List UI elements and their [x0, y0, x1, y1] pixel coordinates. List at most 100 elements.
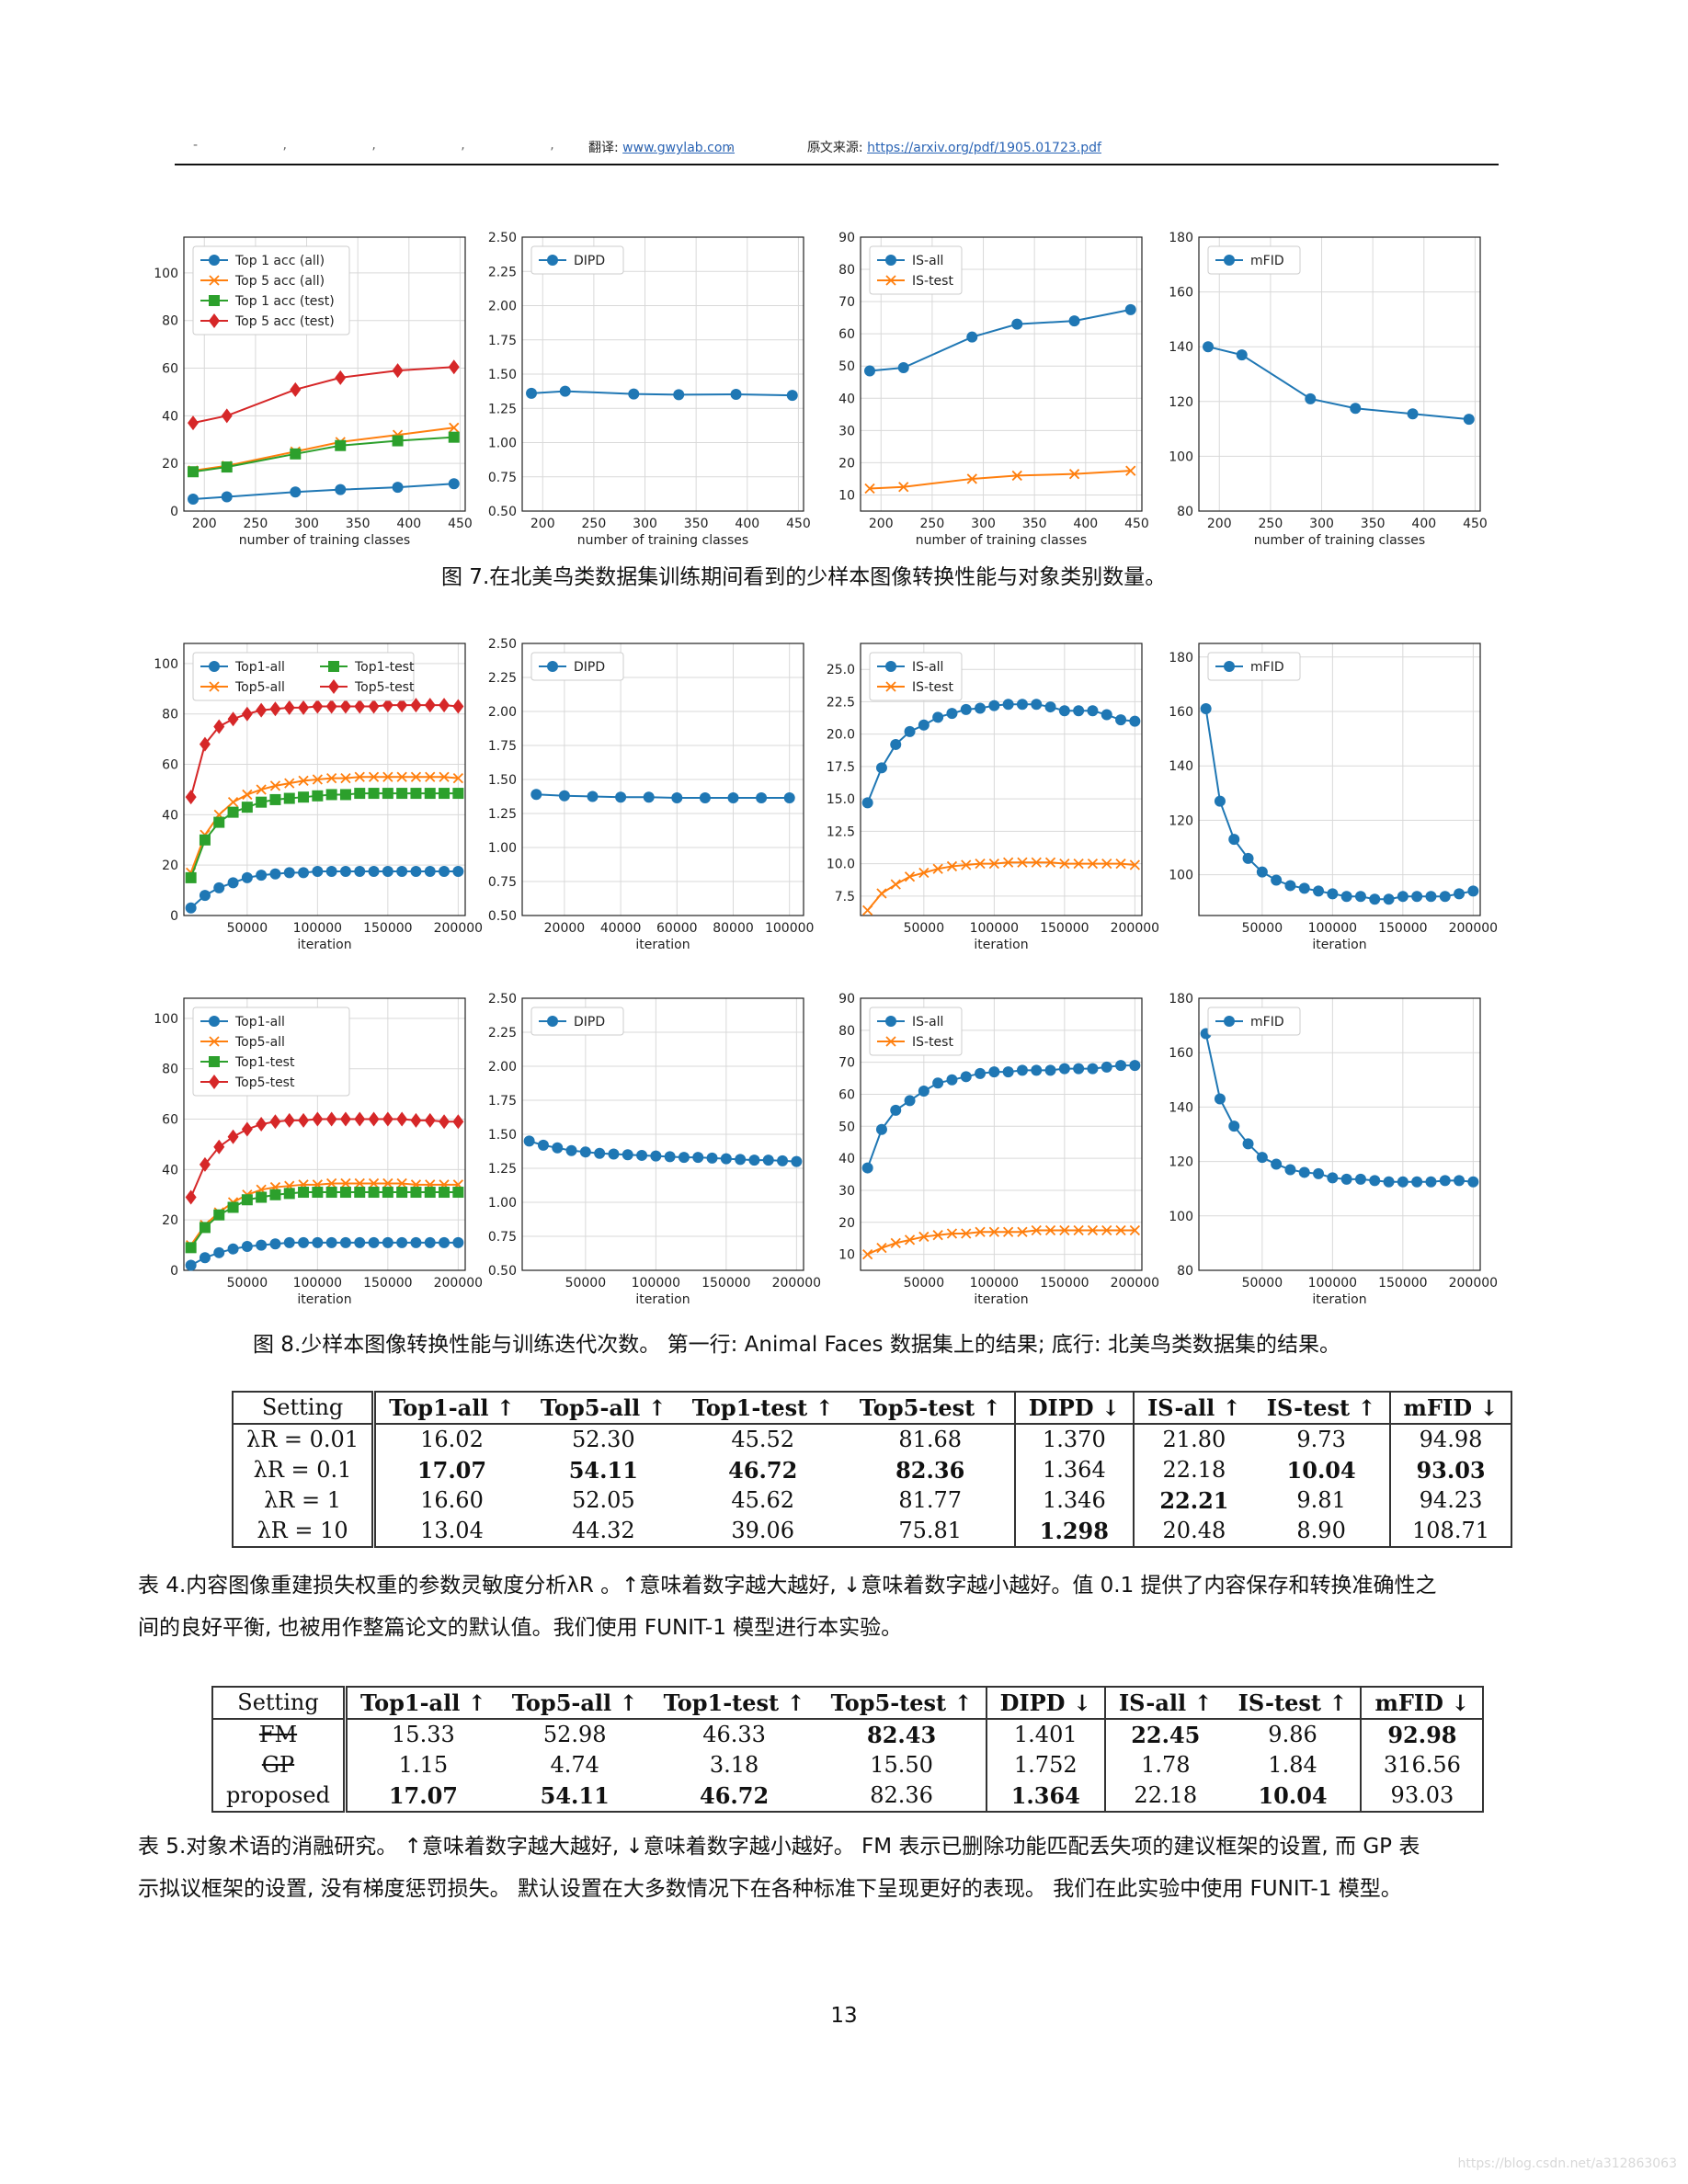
- y-tick-label: 20: [162, 1213, 178, 1228]
- data-point: [1129, 1060, 1141, 1072]
- table5-cell: 1.401: [986, 1719, 1106, 1750]
- x-tick-label: 400: [396, 517, 421, 531]
- y-tick-label: 90: [838, 231, 855, 245]
- data-point: [1068, 315, 1080, 327]
- table5-header-6: IS-all ↑: [1104, 1687, 1226, 1720]
- plot-frame: [1198, 236, 1481, 512]
- y-tick-label: 80: [1177, 505, 1193, 519]
- y-tick-label: 7.5: [835, 890, 855, 904]
- x-tick-label: 150000: [1040, 921, 1089, 936]
- legend-marker: [547, 1016, 558, 1027]
- y-tick-label: 100: [1169, 869, 1193, 883]
- data-point: [439, 788, 451, 800]
- y-tick-label: 0.50: [488, 909, 517, 924]
- x-tick-label: 300: [294, 517, 319, 531]
- data-point: [326, 1177, 337, 1189]
- data-point: [918, 1231, 930, 1243]
- data-point: [1256, 1152, 1268, 1164]
- y-tick-label: 1.25: [488, 1162, 517, 1177]
- x-tick-label: 400: [1411, 517, 1436, 531]
- y-tick-label: 120: [1169, 813, 1193, 828]
- legend-marker: [209, 681, 220, 692]
- data-point: [904, 871, 916, 882]
- data-point: [1454, 888, 1466, 900]
- x-tick-label: 300: [1309, 517, 1334, 531]
- data-point: [988, 1226, 999, 1237]
- series-line: [866, 861, 1135, 912]
- legend-label: IS-all: [912, 254, 943, 268]
- data-point: [340, 1177, 351, 1189]
- data-point: [1467, 1176, 1479, 1188]
- y-tick-label: 1.00: [488, 437, 517, 451]
- data-point: [199, 736, 211, 752]
- x-tick-label: 150000: [1040, 1276, 1089, 1291]
- data-point: [256, 1239, 268, 1251]
- y-tick-label: 100: [1169, 1210, 1193, 1224]
- plot-frame: [183, 997, 466, 1271]
- table4-cell: 1.298: [1014, 1516, 1135, 1547]
- x-tick-label: 50000: [904, 921, 945, 936]
- page-header: - , , , , , , , 翻译: www.gwylab.com 原文来源:…: [193, 138, 1101, 156]
- series-line: [192, 483, 454, 501]
- data-point: [735, 1154, 747, 1166]
- data-point: [1017, 1226, 1028, 1237]
- x-tick-label: 150000: [363, 921, 412, 936]
- y-tick-label: 2.50: [488, 231, 517, 245]
- y-tick-label: 60: [838, 1087, 855, 1102]
- y-tick-label: 40: [162, 808, 178, 823]
- data-point: [396, 1236, 408, 1248]
- data-point: [439, 1236, 451, 1248]
- data-point: [368, 1111, 380, 1127]
- data-point: [448, 431, 460, 443]
- y-tick-label: 1.25: [488, 807, 517, 822]
- legend-label: IS-all: [912, 1015, 943, 1029]
- data-point: [269, 1189, 281, 1200]
- data-point: [452, 1114, 464, 1130]
- table4-cell: 1.364: [1014, 1455, 1135, 1485]
- data-point: [1073, 705, 1085, 717]
- legend-marker: [547, 255, 558, 266]
- data-point: [339, 1111, 351, 1127]
- data-point: [1407, 408, 1419, 420]
- data-point: [1256, 866, 1268, 878]
- y-tick-label: 60: [162, 1113, 178, 1128]
- y-tick-label: 1.50: [488, 1128, 517, 1143]
- data-point: [382, 866, 393, 878]
- legend-label: DIPD: [574, 660, 605, 675]
- data-point: [382, 1187, 393, 1199]
- x-tick-label: 200000: [772, 1276, 821, 1291]
- data-point: [1044, 701, 1056, 713]
- legend-label: Top1-test: [234, 1055, 295, 1070]
- y-tick-label: 1.50: [488, 368, 517, 382]
- table4-cell: 13.04: [420, 1518, 484, 1543]
- data-point: [975, 1226, 986, 1237]
- data-point: [1397, 1176, 1409, 1188]
- data-point: [946, 860, 958, 872]
- legend-label: Top 5 acc (test): [234, 314, 335, 329]
- data-point: [290, 486, 302, 498]
- plot-frame: [183, 643, 466, 916]
- y-tick-label: 100: [154, 657, 178, 672]
- x-tick-label: 20000: [544, 921, 586, 936]
- data-point: [452, 1187, 464, 1199]
- watermark: https://blog.csdn.net/a312863063: [1457, 2156, 1678, 2171]
- fig7-caption: 图 7.在北美鸟类数据集训练期间看到的少样本图像转换性能与对象类别数量。: [441, 565, 1167, 589]
- data-point: [1298, 1166, 1310, 1178]
- data-point: [283, 1188, 295, 1200]
- table5-header-0: Setting: [212, 1687, 348, 1720]
- data-point: [1340, 891, 1352, 903]
- table5-cell: 9.86: [1225, 1719, 1363, 1750]
- table4-cell: 9.73: [1253, 1424, 1391, 1455]
- data-point: [1124, 303, 1136, 315]
- x-tick-label: 200000: [1449, 921, 1498, 936]
- data-point: [256, 784, 267, 795]
- plot-frame: [183, 236, 466, 512]
- data-point: [452, 866, 464, 878]
- data-point: [608, 1148, 620, 1160]
- data-point: [284, 778, 295, 789]
- data-point: [368, 771, 380, 782]
- data-point: [1200, 703, 1212, 715]
- source-link[interactable]: https://arxiv.org/pdf/1905.01723.pdf: [867, 141, 1101, 155]
- data-point: [452, 699, 464, 714]
- translate-link[interactable]: www.gwylab.com: [622, 141, 736, 155]
